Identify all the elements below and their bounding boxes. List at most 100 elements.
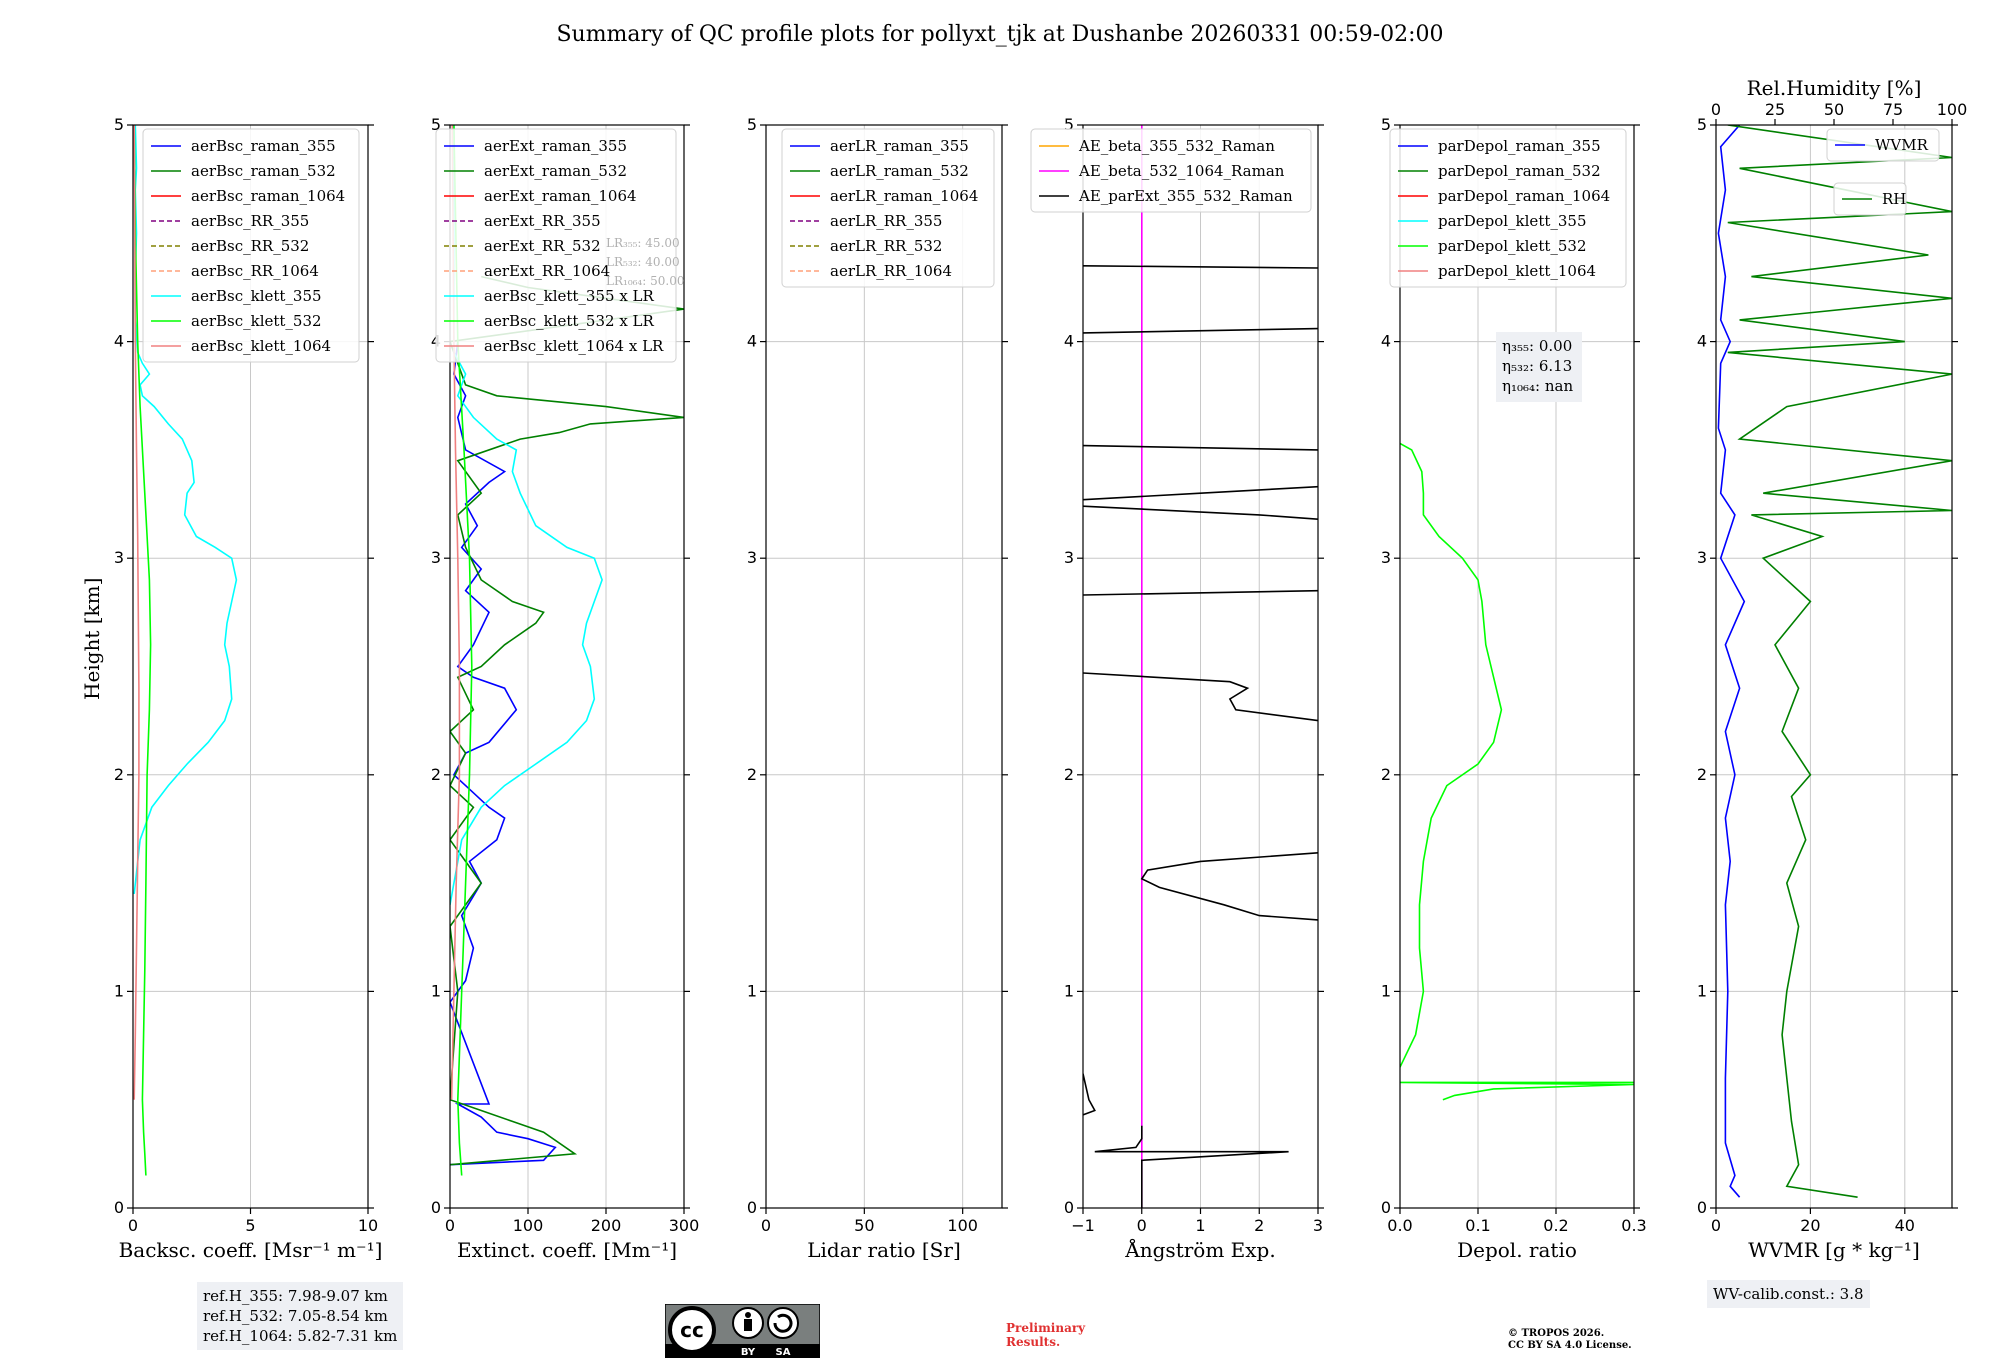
series-line-aerExt_raman_532 [450, 275, 684, 1166]
lr-value-2: LR₁₀₆₄: 50.00 [606, 274, 684, 288]
series-group [1717, 125, 1952, 1198]
legend-frame [1030, 128, 1312, 213]
legend-box: RH [1833, 182, 1907, 216]
panel-depol: 0.0 0.1 0.2 0.3 0 1 2 3 4 5 Depol. ratio parDepol_r… [1381, 115, 1647, 1262]
y-tick-label: 2 [1381, 765, 1391, 784]
legend-entry: aerBsc_klett_355 x LR [484, 287, 655, 305]
y-tick-label: 3 [747, 548, 757, 567]
series-line-RH [1727, 125, 1952, 1198]
lr-value-1: LR₅₃₂: 40.00 [606, 255, 680, 269]
y-tick-label: 1 [1064, 981, 1074, 1000]
eta-value-0: η₃₅₅: 0.00 [1502, 337, 1572, 355]
ref-height-355: ref.H_355: 7.98-9.07 km [203, 1287, 388, 1305]
panel-lidar_ratio: 0 50 100 0 1 2 3 4 5 Lidar ratio [Sr] aerLR_raman_… [747, 115, 1008, 1262]
legend-entry: AE_parExt_355_532_Raman [1078, 187, 1293, 205]
x-tick-label: 0.1 [1465, 1216, 1490, 1235]
legend-box: aerBsc_raman_355 aerBsc_raman_532 aerBsc_r… [142, 128, 360, 363]
legend-entry: aerLR_raman_1064 [830, 187, 978, 205]
top-x-tick-label: 100 [1937, 100, 1968, 119]
legend-entry: parDepol_klett_532 [1438, 237, 1587, 255]
axes-frame [1399, 124, 1635, 1209]
series-line-AE_parExt_355_532_Raman [1094, 1125, 1289, 1208]
x-tick-label: 3 [1313, 1216, 1323, 1235]
y-tick-label: 0 [431, 1198, 441, 1217]
legend-entry: parDepol_klett_1064 [1438, 262, 1596, 280]
y-tick-label: 1 [114, 981, 124, 1000]
series-line-aerBsc_klett_355 [133, 125, 238, 894]
top-x-tick-label: 50 [1824, 100, 1844, 119]
legend-entry: aerBsc_klett_1064 x LR [484, 337, 664, 355]
x-tick-label: 50 [854, 1216, 874, 1235]
sa-icon [767, 1307, 799, 1339]
eta-value-1: η₅₃₂: 6.13 [1502, 357, 1572, 375]
x-tick-label: 0 [1711, 1216, 1721, 1235]
legend-entry: aerLR_RR_355 [830, 212, 942, 230]
x-axis-label: Ångström Exp. [1124, 1237, 1275, 1262]
y-tick-label: 3 [1697, 548, 1707, 567]
series-line-aerBsc_klett_532 [133, 125, 152, 1176]
y-tick-label: 5 [1064, 115, 1074, 134]
top-x-axis-label: Rel.Humidity [%] [1747, 76, 1922, 100]
x-tick-label: 0.0 [1387, 1216, 1412, 1235]
cc-sa-label: SA [776, 1347, 791, 1358]
legend-entry: aerExt_raman_355 [484, 137, 627, 155]
legend-entry: aerBsc_RR_532 [191, 237, 309, 255]
y-tick-label: 4 [114, 332, 124, 351]
x-tick-label: 200 [591, 1216, 622, 1235]
x-tick-label: 40 [1895, 1216, 1915, 1235]
top-x-tick-label: 25 [1765, 100, 1785, 119]
legend-entry: aerLR_raman_532 [830, 162, 969, 180]
legend-box: AE_beta_355_532_Raman AE_beta_532_1064_Ra… [1030, 128, 1312, 213]
x-tick-label: −1 [1071, 1216, 1095, 1235]
series-line-aerBsc_klett_532 x LR [453, 125, 473, 1176]
wv-calib-box: WV-calib.const.: 3.8 [1707, 1280, 1870, 1308]
legend-frame [435, 128, 677, 363]
legend-entry: aerExt_RR_532 [484, 237, 601, 255]
legend-entry: aerBsc_klett_532 [191, 312, 322, 330]
series-line-AE_parExt_355_532_Raman_j [1083, 265, 1318, 269]
y-tick-label: 4 [747, 332, 757, 351]
legend-frame [1826, 128, 1940, 162]
ref-height-1064: ref.H_1064: 5.82-7.31 km [203, 1327, 398, 1345]
panel-wvmr: 0 20 40 0 1 2 3 4 5 WVMR [g * kg⁻¹] 0 25 50 75 100 Rel.… [1697, 76, 1967, 1262]
eta-value-2: η₁₀₆₄: nan [1502, 377, 1573, 395]
preliminary-line-2: Results. [1006, 1335, 1061, 1349]
legend-entry: aerBsc_klett_1064 [191, 337, 331, 355]
y-tick-label: 2 [114, 765, 124, 784]
legend-entry: aerBsc_raman_355 [191, 137, 336, 155]
series-line-AE_parExt_355_532_Raman_f [1083, 505, 1318, 520]
y-tick-label: 1 [431, 981, 441, 1000]
legend-box: WVMR [1826, 128, 1940, 162]
legend-entry: aerBsc_klett_355 [191, 287, 322, 305]
y-tick-label: 5 [431, 115, 441, 134]
legend-entry: WVMR [1875, 136, 1929, 154]
y-tick-label: 3 [1064, 548, 1074, 567]
x-tick-label: 0 [761, 1216, 771, 1235]
legend-entry: aerExt_raman_1064 [484, 187, 637, 205]
x-axis-label: Lidar ratio [Sr] [807, 1238, 961, 1262]
axes-frame [449, 124, 685, 1209]
y-tick-label: 5 [1381, 115, 1391, 134]
legend-entry: parDepol_raman_532 [1438, 162, 1601, 180]
y-tick-label: 1 [1381, 981, 1391, 1000]
series-group [1400, 442, 1634, 1101]
axes-frame [1715, 124, 1953, 1209]
y-tick-label: 1 [1697, 981, 1707, 1000]
legend-entry: aerLR_raman_355 [830, 137, 969, 155]
x-tick-label: 5 [245, 1216, 255, 1235]
y-tick-label: 1 [747, 981, 757, 1000]
x-tick-label: 0 [1137, 1216, 1147, 1235]
top-x-tick-label: 0 [1711, 100, 1721, 119]
y-tick-label: 5 [1697, 115, 1707, 134]
y-tick-label: 0 [1064, 1198, 1074, 1217]
legend-entry: aerLR_RR_1064 [830, 262, 952, 280]
x-tick-label: 0 [445, 1216, 455, 1235]
y-tick-label: 3 [1381, 548, 1391, 567]
legend-entry: aerBsc_raman_532 [191, 162, 336, 180]
x-tick-label: 100 [513, 1216, 544, 1235]
preliminary-line-1: Preliminary [1006, 1321, 1086, 1335]
series-line-AE_parExt_355_532_Raman_i [1083, 327, 1318, 334]
series-line-AE_parExt_355_532_Raman_d [1083, 672, 1318, 722]
legend-entry: aerBsc_RR_1064 [191, 262, 319, 280]
y-tick-label: 4 [1381, 332, 1391, 351]
